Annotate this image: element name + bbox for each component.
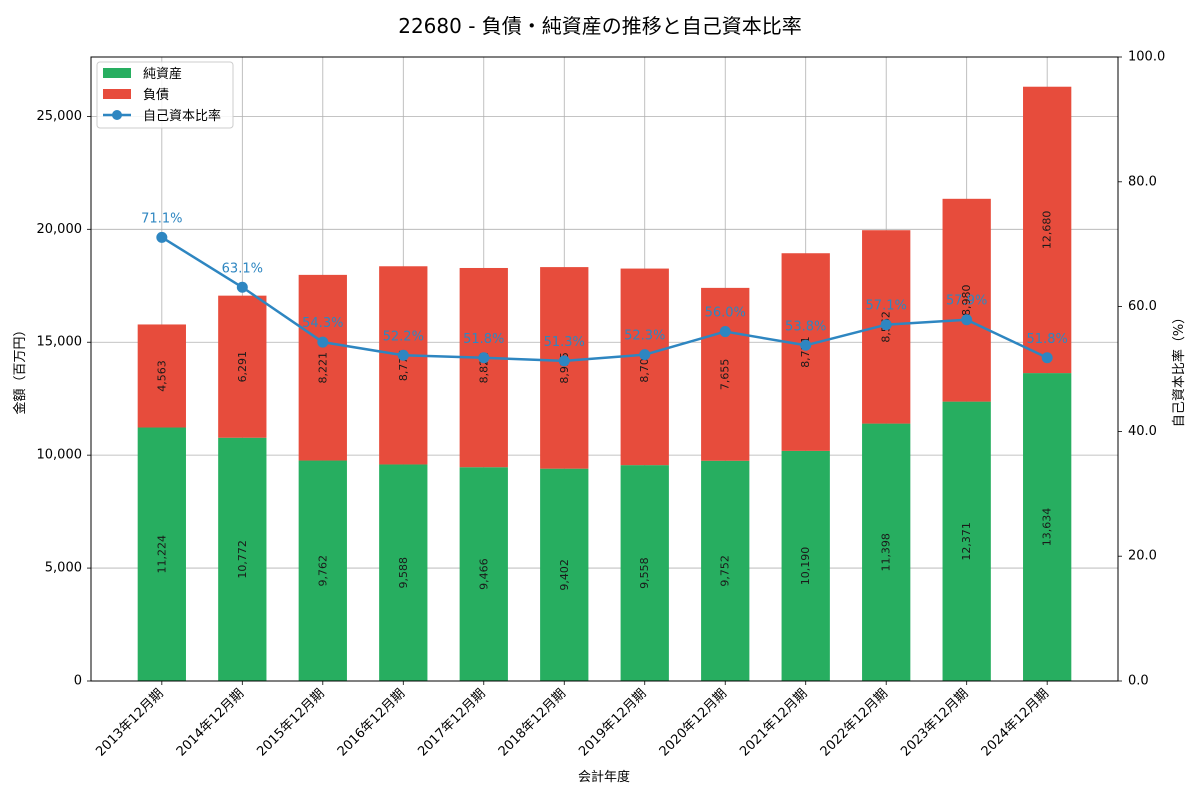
bar-liabilities xyxy=(781,253,830,451)
bar-liabilities xyxy=(137,324,186,428)
y-tick-label: 25,000 xyxy=(37,109,83,124)
bar-net-assets xyxy=(781,450,830,681)
equity-ratio-label: 51.8% xyxy=(463,332,504,347)
bar-label-net-assets: 13,634 xyxy=(1041,508,1054,547)
equity-ratio-label: 57.1% xyxy=(866,299,907,314)
equity-ratio-label: 63.1% xyxy=(222,261,263,276)
bar-label-liabilities: 12,680 xyxy=(1041,211,1054,250)
equity-ratio-marker xyxy=(719,326,731,338)
bar-liabilities xyxy=(540,267,589,469)
bar-net-assets xyxy=(540,468,589,681)
bar-net-assets xyxy=(459,467,508,681)
equity-ratio-label: 57.9% xyxy=(946,294,987,309)
equity-ratio-line xyxy=(161,236,1048,363)
y-tick-label: 0 xyxy=(74,674,82,689)
equity-ratio-marker xyxy=(397,349,409,361)
y2-tick-label: 80.0 xyxy=(1128,174,1157,189)
equity-ratio-marker xyxy=(800,339,812,351)
y-tick-label: 20,000 xyxy=(37,222,83,237)
legend-swatch-net-assets xyxy=(103,68,131,78)
bar-label-net-assets: 9,588 xyxy=(397,557,410,589)
equity-ratio-label: 52.2% xyxy=(383,329,424,344)
equity-ratio-series xyxy=(156,231,1053,367)
y2-tick-label: 40.0 xyxy=(1128,424,1157,439)
bar-label-net-assets: 9,752 xyxy=(719,555,732,587)
y-tick-label: 10,000 xyxy=(37,448,83,463)
chart-title: 22680 - 負債・純資産の推移と自己資本比率 xyxy=(398,14,802,38)
equity-ratio-marker xyxy=(558,355,570,367)
bar-net-assets xyxy=(701,460,750,681)
bar-net-assets xyxy=(942,401,991,681)
bar-net-assets xyxy=(1023,373,1072,681)
x-axis-label: 会計年度 xyxy=(578,769,630,785)
bar-label-net-assets: 9,558 xyxy=(638,557,651,589)
equity-ratio-marker xyxy=(156,231,168,243)
equity-ratio-marker xyxy=(880,319,892,331)
y2-tick-label: 100.0 xyxy=(1128,50,1165,65)
bar-label-liabilities: 7,655 xyxy=(719,359,732,391)
y2-tick-label: 60.0 xyxy=(1128,299,1157,314)
bar-label-liabilities: 8,980 xyxy=(960,284,973,316)
equity-ratio-label: 51.3% xyxy=(544,335,585,350)
equity-ratio-marker xyxy=(1041,352,1053,364)
y-axis-label: 金額（百万円） xyxy=(12,323,28,414)
legend-label-equity-ratio: 自己資本比率 xyxy=(143,108,221,124)
equity-ratio-labels: 71.1% 63.1% 54.3% 52.2% 51.8% 51.3% 52.3% 56.0%… xyxy=(141,211,1068,350)
equity-ratio-marker xyxy=(236,281,248,293)
legend-label-net-assets: 純資産 xyxy=(143,66,182,82)
legend-box xyxy=(96,61,234,129)
bar-liabilities xyxy=(298,274,347,461)
equity-ratio-marker xyxy=(639,349,651,361)
equity-ratio-marker xyxy=(961,314,973,326)
y2-axis-label: 自己資本比率（%） xyxy=(1171,311,1187,427)
bar-net-assets xyxy=(298,460,347,681)
equity-ratio-label: 56.0% xyxy=(705,306,746,321)
bar-liabilities xyxy=(459,267,508,468)
bar-liabilities xyxy=(701,287,750,461)
bar-label-net-assets: 10,772 xyxy=(236,540,249,579)
bar-liabilities xyxy=(218,295,267,438)
bar-net-assets xyxy=(218,437,267,681)
bar-net-assets xyxy=(620,465,669,681)
equity-ratio-label: 54.3% xyxy=(302,316,343,331)
legend-label-liabilities: 負債 xyxy=(143,88,169,103)
legend-swatch-liabilities xyxy=(103,89,131,99)
bar-label-net-assets: 11,224 xyxy=(155,535,168,574)
equity-ratio-label: 52.3% xyxy=(624,329,665,344)
bar-label-liabilities: 6,291 xyxy=(236,351,249,383)
bar-label-net-assets: 9,402 xyxy=(558,559,571,591)
bar-label-net-assets: 9,762 xyxy=(316,555,329,587)
equity-ratio-label: 51.8% xyxy=(1027,332,1068,347)
bar-net-assets xyxy=(379,464,428,681)
bar-label-net-assets: 10,190 xyxy=(799,547,812,586)
bar-liabilities xyxy=(942,198,991,402)
bar-label-liabilities: 8,221 xyxy=(316,352,329,384)
bars xyxy=(137,86,1072,681)
equity-ratio-label: 71.1% xyxy=(141,211,182,226)
plot-frame xyxy=(90,56,1119,682)
bar-liabilities xyxy=(379,266,428,465)
y-tick-label: 15,000 xyxy=(37,335,83,350)
bar-liabilities xyxy=(620,268,669,466)
equity-ratio-marker xyxy=(478,352,490,364)
legend-swatch-equity-ratio-marker xyxy=(112,110,122,120)
bar-net-assets xyxy=(137,427,186,681)
y-tick-label: 5,000 xyxy=(45,561,82,576)
bar-net-assets xyxy=(862,423,911,681)
y2-tick-label: 0.0 xyxy=(1128,674,1149,689)
equity-ratio-label: 53.8% xyxy=(785,319,826,334)
bar-label-net-assets: 9,466 xyxy=(477,558,490,590)
bar-label-net-assets: 11,398 xyxy=(880,533,893,572)
bar-label-liabilities: 4,563 xyxy=(155,360,168,392)
equity-ratio-marker xyxy=(317,336,329,348)
legend: 純資産 負債 自己資本比率 xyxy=(96,61,234,129)
y2-tick-label: 20.0 xyxy=(1128,549,1157,564)
bar-liabilities xyxy=(1023,86,1072,374)
bar-label-net-assets: 12,371 xyxy=(960,522,973,561)
